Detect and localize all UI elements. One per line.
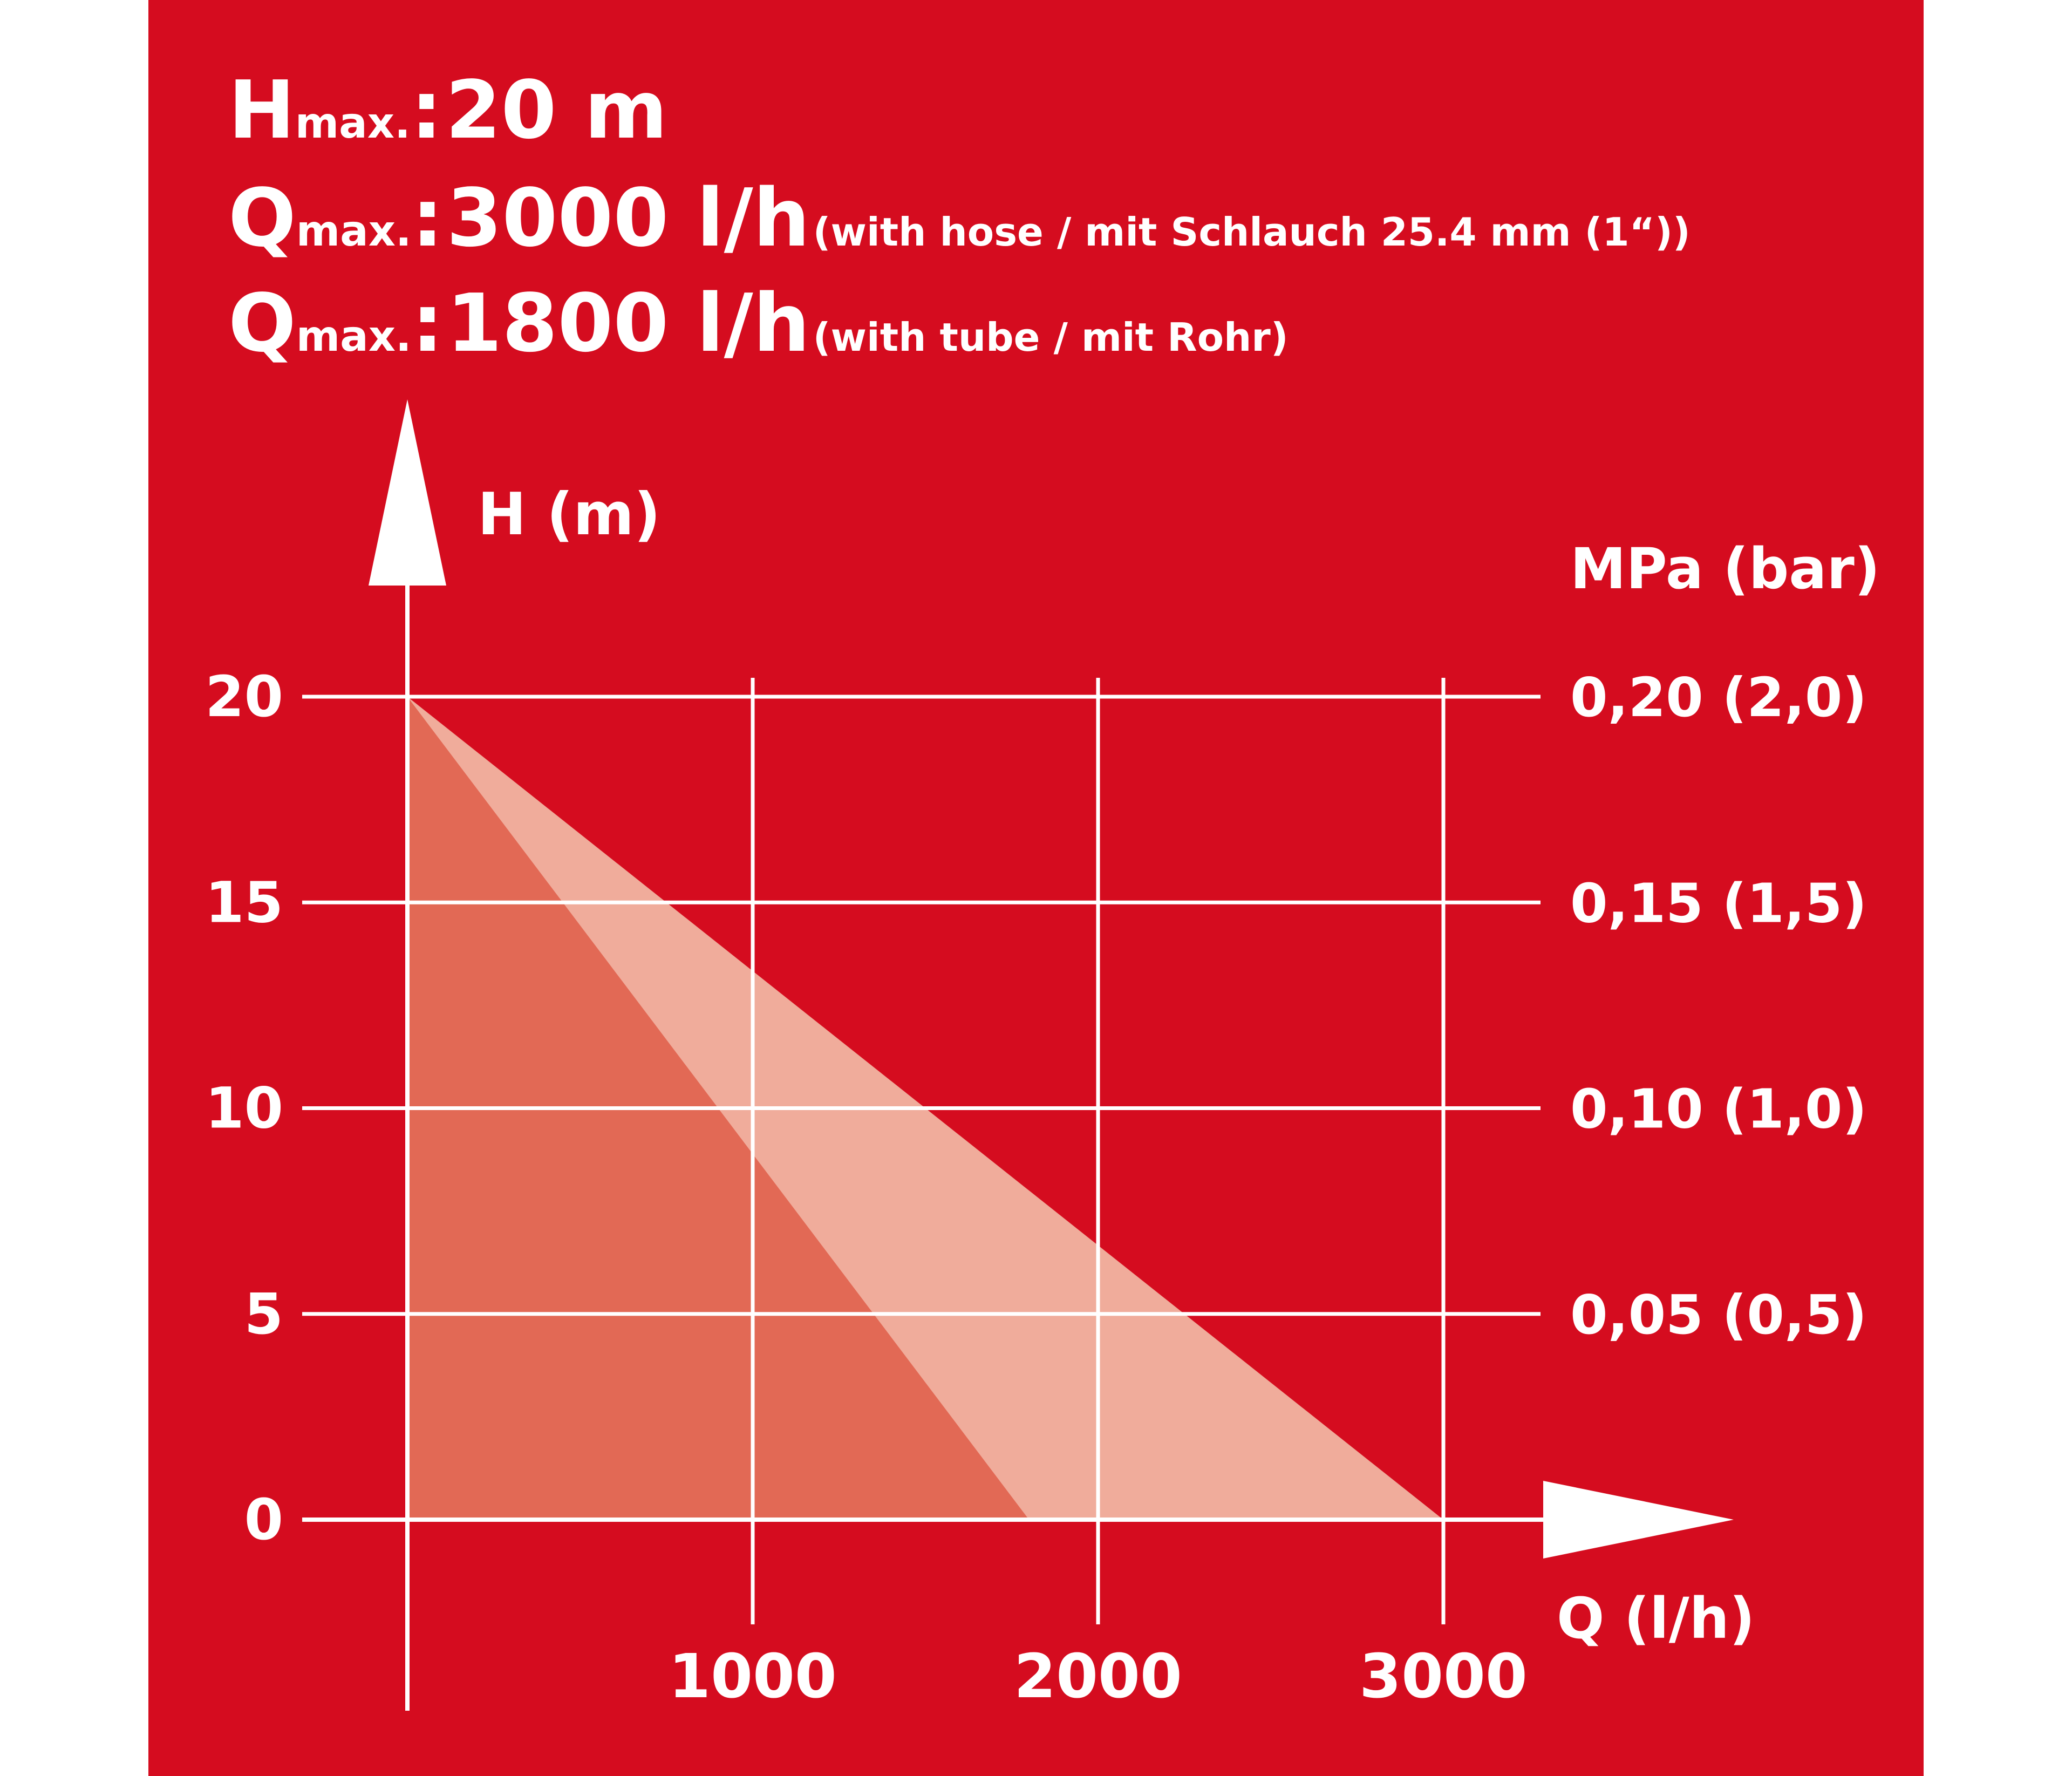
- y2-axis-label: MPa (bar): [1570, 536, 1880, 602]
- y-tick-label: 0: [244, 1487, 283, 1553]
- spec-symbol: H: [228, 64, 295, 156]
- pump-curve-chart: 0 5 10 15 20 1000 2000 3000 0,05 (0,5) 0,10 (1,0)…: [205, 399, 1880, 1712]
- y2-tick-label: 0,05 (0,5): [1570, 1283, 1867, 1346]
- tick-labels: 0 5 10 15 20 1000 2000 3000 0,05 (0,5) 0,10 (1,0)…: [205, 481, 1880, 1712]
- x-tick-label: 2000: [1014, 1642, 1182, 1712]
- spec-colon: :: [411, 172, 444, 264]
- x-axis-arrow: [1543, 1481, 1734, 1559]
- spec-line-qmax-tube: Qmax.: 1800 l/h (with tube / mit Rohr): [228, 283, 1289, 363]
- spec-value: 20 m: [445, 64, 668, 156]
- axes: [302, 399, 1734, 1711]
- y-axis-arrow: [369, 399, 446, 586]
- chart-panel: Hmax.: 20 m Qmax.: 3000 l/h (with hose /…: [148, 0, 1924, 1776]
- spec-line-qmax-hose: Qmax.: 3000 l/h (with hose / mit Schlauc…: [228, 178, 1691, 258]
- y2-tick-label: 0,20 (2,0): [1570, 666, 1867, 729]
- spec-line-hmax: Hmax.: 20 m: [228, 70, 667, 150]
- x-axis-label: Q (l/h): [1557, 1586, 1755, 1651]
- spec-value: 1800 l/h: [446, 277, 810, 370]
- spec-note: (with hose / mit Schlauch 25.4 mm (1“)): [813, 209, 1691, 255]
- x-tick-label: 1000: [669, 1642, 837, 1712]
- y-tick-label: 15: [205, 869, 283, 935]
- grid-lines: [302, 678, 1541, 1624]
- y-tick-label: 20: [205, 664, 283, 730]
- spec-symbol: Q: [228, 277, 296, 370]
- y2-tick-label: 0,15 (1,5): [1570, 872, 1867, 935]
- spec-subscript: max.: [295, 99, 411, 148]
- y-tick-label: 10: [205, 1076, 283, 1141]
- y-axis-label: H (m): [478, 481, 660, 548]
- spec-note: (with tube / mit Rohr): [813, 315, 1289, 360]
- spec-value: 3000 l/h: [446, 172, 810, 264]
- spec-colon: :: [410, 64, 442, 156]
- spec-subscript: max.: [296, 312, 412, 361]
- spec-symbol: Q: [228, 172, 296, 264]
- y2-tick-label: 0,10 (1,0): [1570, 1078, 1867, 1141]
- spec-colon: :: [411, 277, 444, 370]
- spec-subscript: max.: [296, 207, 412, 256]
- y-tick-label: 5: [244, 1281, 283, 1347]
- x-tick-label: 3000: [1359, 1642, 1528, 1712]
